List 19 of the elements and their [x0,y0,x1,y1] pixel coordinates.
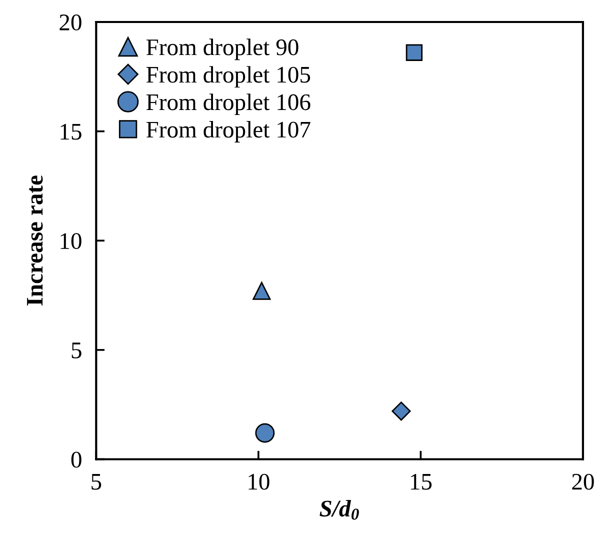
y-tick-label: 5 [72,342,82,358]
point [255,423,275,443]
y-tick-label: 10 [60,233,82,250]
x-tick-label: 10 [248,474,270,490]
x-tick-label: 20 [572,474,594,490]
legend-label: From droplet 107 [146,121,310,142]
point [392,402,411,421]
x-axis-title: S/d$_{0}$ [320,500,359,520]
x-tick-label: 5 [92,474,102,490]
x-tick-label: 15 [410,474,432,490]
y-tick-label: 20 [60,14,82,30]
point [252,282,271,300]
y-tick-label: 15 [60,124,82,140]
legend-label: From droplet 106 [146,94,310,115]
point [406,44,423,61]
y-tick-label: 0 [71,452,82,468]
legend-label: From droplet 105 [146,66,310,88]
legend-label: From droplet 90 [146,38,298,60]
y-axis-title: Increase rate [27,176,43,306]
